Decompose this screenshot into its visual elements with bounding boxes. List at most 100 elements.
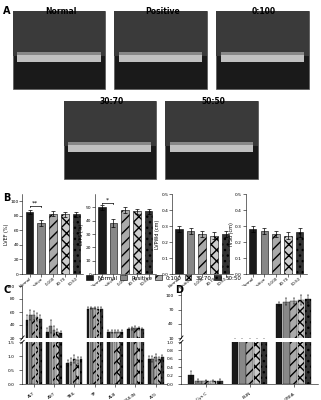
Bar bbox=[36, 317, 39, 351]
Text: C: C bbox=[3, 285, 11, 295]
Bar bbox=[188, 375, 194, 384]
Bar bbox=[239, 69, 246, 384]
Bar bbox=[232, 90, 238, 384]
Bar bbox=[46, 332, 49, 351]
Text: 30:70: 30:70 bbox=[99, 97, 124, 106]
Bar bbox=[249, 229, 256, 274]
Text: Positive: Positive bbox=[145, 7, 179, 16]
Bar bbox=[195, 381, 202, 384]
Bar bbox=[97, 0, 100, 384]
Bar bbox=[217, 381, 223, 384]
Bar bbox=[114, 332, 117, 351]
Bar bbox=[87, 0, 90, 384]
Bar bbox=[80, 350, 82, 351]
Bar bbox=[117, 0, 120, 384]
Bar bbox=[66, 350, 69, 351]
Bar bbox=[261, 339, 267, 343]
Bar bbox=[73, 214, 80, 274]
Bar bbox=[222, 234, 230, 274]
Bar bbox=[110, 332, 113, 351]
Bar bbox=[121, 210, 129, 274]
Bar bbox=[13, 11, 105, 89]
Bar bbox=[49, 0, 52, 384]
Bar bbox=[68, 142, 152, 145]
Bar bbox=[276, 0, 282, 384]
Bar bbox=[137, 328, 140, 351]
Bar bbox=[25, 320, 29, 351]
Bar bbox=[100, 0, 103, 384]
Bar bbox=[151, 359, 154, 384]
Bar bbox=[39, 318, 42, 351]
Bar bbox=[276, 304, 282, 343]
Bar bbox=[39, 0, 42, 384]
Bar bbox=[254, 78, 260, 384]
Text: Normal: Normal bbox=[45, 7, 76, 16]
Bar bbox=[87, 309, 90, 351]
Bar bbox=[247, 339, 253, 343]
Bar bbox=[49, 326, 52, 351]
Bar bbox=[272, 234, 280, 274]
Bar bbox=[114, 0, 117, 384]
Bar bbox=[141, 0, 143, 384]
Bar bbox=[38, 223, 45, 274]
Bar bbox=[210, 236, 218, 274]
Bar bbox=[283, 302, 290, 343]
Bar bbox=[187, 231, 194, 274]
Text: 0:100: 0:100 bbox=[252, 7, 276, 16]
Bar bbox=[154, 358, 157, 384]
Y-axis label: LVEF (%): LVEF (%) bbox=[4, 223, 9, 245]
Y-axis label: LVPWd (cm): LVPWd (cm) bbox=[155, 219, 160, 249]
Bar bbox=[120, 332, 123, 351]
Legend: Normal, Positive, 0:100, 30:70, 50:50: Normal, Positive, 0:100, 30:70, 50:50 bbox=[86, 276, 241, 280]
Bar bbox=[221, 52, 304, 55]
Bar bbox=[68, 145, 152, 152]
Bar bbox=[131, 328, 134, 351]
Text: D: D bbox=[175, 285, 183, 295]
Bar bbox=[131, 0, 134, 384]
Bar bbox=[13, 11, 105, 56]
Bar bbox=[145, 211, 152, 274]
Bar bbox=[239, 339, 246, 343]
Bar bbox=[298, 300, 304, 343]
Bar bbox=[93, 0, 96, 384]
Bar bbox=[175, 229, 183, 274]
Bar bbox=[76, 360, 79, 384]
Text: 50:50: 50:50 bbox=[201, 97, 225, 106]
Bar bbox=[127, 0, 130, 384]
Bar bbox=[133, 211, 141, 274]
Text: B: B bbox=[3, 193, 11, 203]
Y-axis label: LVFS (%): LVFS (%) bbox=[79, 223, 84, 245]
Bar bbox=[64, 101, 156, 179]
Bar bbox=[73, 359, 76, 384]
Bar bbox=[165, 101, 258, 179]
Bar bbox=[32, 0, 35, 384]
Bar bbox=[203, 381, 209, 384]
Bar bbox=[261, 231, 268, 274]
Bar bbox=[291, 0, 297, 384]
Bar bbox=[284, 236, 291, 274]
Bar bbox=[298, 0, 304, 384]
Bar bbox=[80, 359, 82, 384]
Bar bbox=[148, 350, 151, 351]
Bar bbox=[17, 55, 100, 62]
Bar bbox=[56, 0, 59, 384]
Bar bbox=[114, 11, 207, 56]
Bar bbox=[66, 363, 69, 384]
Text: A: A bbox=[3, 6, 11, 16]
Bar bbox=[100, 309, 103, 351]
Bar bbox=[158, 350, 160, 351]
Bar bbox=[305, 299, 311, 343]
Bar bbox=[97, 309, 100, 351]
Text: **: ** bbox=[32, 201, 39, 206]
Bar bbox=[247, 82, 253, 384]
Bar bbox=[17, 52, 100, 55]
Y-axis label: IVSd (cm): IVSd (cm) bbox=[229, 222, 234, 246]
Bar bbox=[210, 381, 216, 384]
Bar bbox=[46, 0, 49, 384]
Bar bbox=[154, 350, 157, 351]
Bar bbox=[170, 145, 253, 152]
Bar bbox=[134, 0, 137, 384]
Bar bbox=[161, 350, 164, 351]
Bar bbox=[29, 0, 32, 384]
Bar bbox=[70, 362, 73, 384]
